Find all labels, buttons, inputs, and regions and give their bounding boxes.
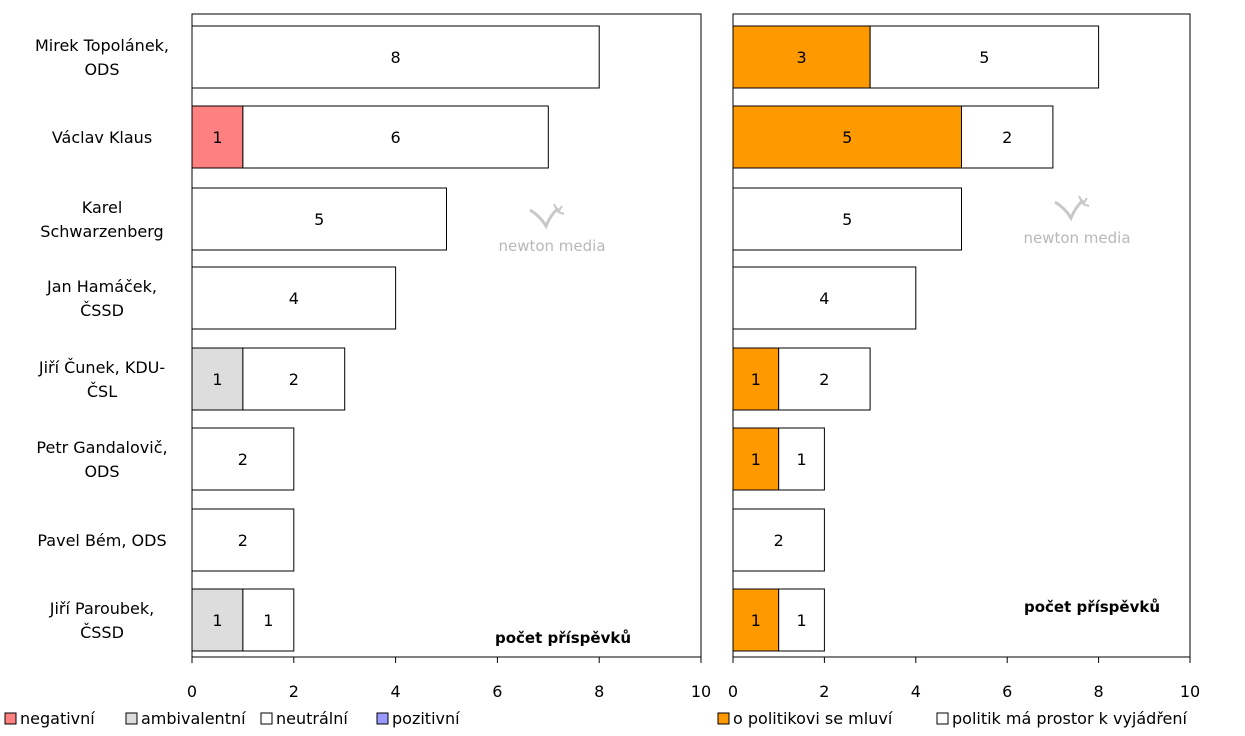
right-bar-6-s2 [778, 427, 825, 491]
left-bar-label-2-s3: 6 [391, 128, 401, 147]
right-plot-frame [732, 13, 1191, 658]
right-bar-8-s2 [778, 588, 825, 652]
right-xtick-label: 10 [1180, 682, 1200, 701]
right-bar-1-s2 [869, 25, 1100, 89]
left-legend-swatch-4 [376, 712, 389, 725]
left-bar-label-3-s3: 5 [314, 210, 324, 229]
left-xtick-label: 10 [691, 682, 711, 701]
category-label-1: Mirek Topolánek, ODS [35, 36, 169, 79]
right-bar-label-4-s2: 4 [819, 289, 829, 308]
right-xtick-label: 0 [728, 682, 738, 701]
left-bar-5-s3 [242, 347, 346, 411]
category-labels: Mirek Topolánek, ODS Václav Klaus Karel Schw… [35, 36, 169, 642]
category-label-5: Jiří Čunek, KDU-ČSL [38, 358, 165, 401]
left-legend-swatch-2 [125, 712, 138, 725]
left-legend: negativní ambivalentní neutrální pozitivní [4, 709, 460, 728]
right-watermark-text: newton media [1023, 229, 1130, 247]
right-bar-7-s2 [732, 508, 825, 572]
category-label-3: Karel Schwarzenberg [40, 198, 163, 241]
right-annotation: počet příspěvků [1024, 598, 1160, 616]
category-label-4: Jan Hamáček, ČSSD [46, 277, 157, 320]
left-bar-label-1-s3: 8 [391, 48, 401, 67]
left-legend-swatch-1 [4, 712, 17, 725]
left-legend-swatch-3 [260, 712, 273, 725]
right-bar-2-s2 [961, 105, 1054, 169]
right-bar-5-s1 [732, 347, 780, 411]
right-bar-5-s2 [778, 347, 871, 411]
right-legend: o politikovi se mluví politik má prostor … [717, 709, 1188, 728]
right-bar-label-2-s1: 5 [842, 128, 852, 147]
left-bar-label-7-s3: 2 [238, 531, 248, 550]
left-bar-label-8-s2: 1 [212, 611, 222, 630]
left-xtick-label: 6 [492, 682, 502, 701]
left-watermark-logo [529, 203, 565, 230]
left-bar-5-s2 [191, 347, 244, 411]
left-bar-8-s2 [191, 588, 244, 652]
category-label-7: Pavel Bém, ODS [37, 531, 166, 550]
left-legend-label-3: neutrální [276, 709, 348, 728]
right-bar-label-8-s1: 1 [751, 611, 761, 630]
right-bar-label-5-s1: 1 [751, 370, 761, 389]
category-label-8: Jiří Paroubek, ČSSD [49, 599, 155, 642]
right-bar-label-5-s2: 2 [819, 370, 829, 389]
right-legend-swatch-1 [717, 712, 730, 725]
right-legend-swatch-2 [936, 712, 949, 725]
right-bar-1-s1 [732, 25, 871, 89]
right-legend-label-2: politik má prostor k vyjádření [952, 709, 1188, 728]
left-plot-frame [191, 13, 702, 658]
right-bar-6-s1 [732, 427, 780, 491]
left-xtick-label: 4 [391, 682, 401, 701]
left-xtick-label: 8 [594, 682, 604, 701]
left-bar-4-s3 [191, 266, 397, 330]
left-bar-7-s3 [191, 508, 295, 572]
left-bar-8-s3 [242, 588, 295, 652]
left-bar-label-4-s3: 4 [289, 289, 299, 308]
left-legend-label-1: negativní [20, 709, 95, 728]
left-bar-label-5-s2: 1 [212, 370, 222, 389]
right-bar-label-3-s2: 5 [842, 210, 852, 229]
left-bar-2-s1 [191, 105, 244, 169]
right-bar-label-1-s2: 5 [979, 48, 989, 67]
right-chart-panel: 3 5 5 2 5 4 1 2 1 1 2 1 1 0 2 4 6 8 10 newton media počet… [728, 13, 1200, 701]
right-xtick-label: 8 [1094, 682, 1104, 701]
right-xtick-label: 6 [1002, 682, 1012, 701]
left-bar-3-s3 [191, 187, 447, 251]
right-bar-label-6-s1: 1 [751, 450, 761, 469]
left-legend-label-2: ambivalentní [141, 709, 246, 728]
left-bar-1-s3 [191, 25, 600, 89]
left-bar-6-s3 [191, 427, 295, 491]
right-legend-label-1: o politikovi se mluví [733, 709, 893, 728]
left-xtick-label: 0 [187, 682, 197, 701]
category-label-2: Václav Klaus [52, 128, 152, 147]
right-bar-label-2-s2: 2 [1002, 128, 1012, 147]
left-bar-label-2-s1: 1 [212, 128, 222, 147]
right-xtick-label: 2 [819, 682, 829, 701]
left-bar-label-5-s3: 2 [289, 370, 299, 389]
right-bar-label-8-s2: 1 [796, 611, 806, 630]
right-bar-label-6-s2: 1 [796, 450, 806, 469]
left-xtick-label: 2 [289, 682, 299, 701]
right-bar-8-s1 [732, 588, 780, 652]
right-bar-label-7-s2: 2 [774, 531, 784, 550]
left-bar-label-6-s3: 2 [238, 450, 248, 469]
left-bar-2-s3 [242, 105, 549, 169]
right-bar-2-s1 [732, 105, 962, 169]
right-bar-4-s2 [732, 266, 917, 330]
left-watermark-text: newton media [498, 237, 605, 255]
right-bar-label-1-s1: 3 [796, 48, 806, 67]
right-bar-3-s2 [732, 187, 962, 251]
left-annotation: počet příspěvků [495, 629, 631, 647]
left-bar-label-8-s3: 1 [263, 611, 273, 630]
left-legend-label-4: pozitivní [392, 709, 460, 728]
right-watermark-logo [1054, 195, 1090, 222]
left-chart-panel: 8 1 6 5 4 1 2 2 2 1 1 0 2 4 6 8 10 newton media počet p… [187, 13, 711, 701]
right-xtick-label: 4 [911, 682, 921, 701]
category-label-6: Petr Gandalovič, ODS [36, 438, 167, 481]
